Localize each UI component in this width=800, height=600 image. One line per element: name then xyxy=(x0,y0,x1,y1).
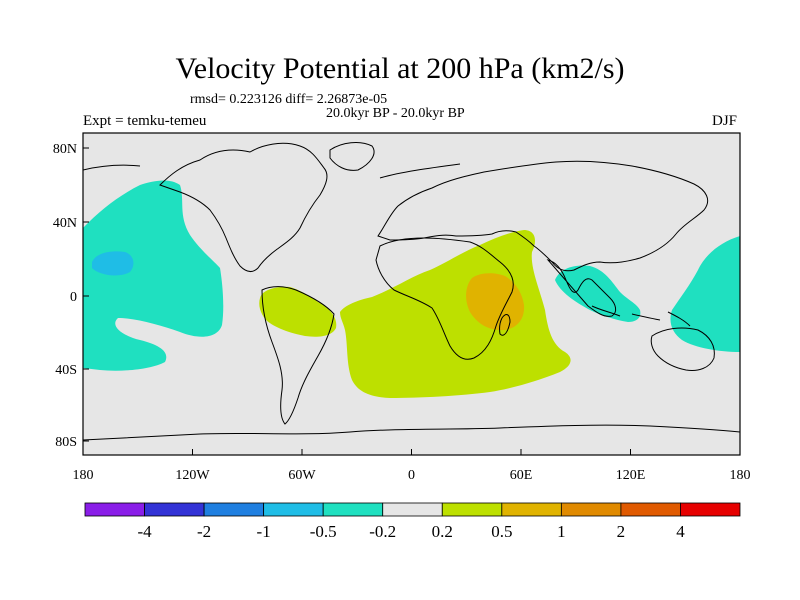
colorbar-label: -1 xyxy=(257,522,271,541)
x-tick-label: 60E xyxy=(510,468,533,483)
colorbar-label: 0.5 xyxy=(491,522,512,541)
colorbar-swatch xyxy=(263,502,324,517)
period-label: 20.0kyr BP - 20.0kyr BP xyxy=(326,106,465,121)
pacific-negative-core xyxy=(92,251,134,276)
season-label: DJF xyxy=(712,113,738,129)
experiment-label: Expt = temku-temeu xyxy=(83,113,207,129)
x-tick-label: 180 xyxy=(730,468,751,483)
colorbar-swatch xyxy=(322,502,384,517)
plot-title: Velocity Potential at 200 hPa (km2/s) xyxy=(175,52,625,85)
colorbar-swatch xyxy=(203,502,265,517)
colorbar-label: -0.2 xyxy=(369,522,396,541)
colorbar-label: -0.5 xyxy=(310,522,337,541)
colorbar-label: 1 xyxy=(557,522,566,541)
y-tick-label: 40S xyxy=(55,363,77,378)
colorbar-swatch xyxy=(382,502,443,517)
x-tick-label: 120W xyxy=(175,468,210,483)
colorbar-swatch xyxy=(441,502,503,517)
x-tick-label: 0 xyxy=(408,468,415,483)
colorbar-swatch xyxy=(620,502,681,517)
west-pacific-negative-region xyxy=(670,236,740,352)
colorbar-label: 0.2 xyxy=(432,522,453,541)
y-tick-label: 40N xyxy=(53,216,77,231)
colorbar-label: 4 xyxy=(676,522,685,541)
x-tick-label: 60W xyxy=(288,468,316,483)
colorbar-label: 2 xyxy=(617,522,626,541)
maritime-negative-region xyxy=(555,265,641,322)
x-tick-label: 120E xyxy=(616,468,646,483)
x-tick-label: 180 xyxy=(73,468,94,483)
colorbar: -4 -2 -1 -0.5 -0.2 0.2 0.5 1 2 4 xyxy=(84,502,741,541)
colorbar-swatch xyxy=(144,502,205,517)
y-tick-label: 0 xyxy=(70,290,77,305)
colorbar-label: -2 xyxy=(197,522,211,541)
atlantic-africa-positive-region xyxy=(340,230,571,398)
colorbar-swatch xyxy=(680,502,741,517)
south-america-positive-region xyxy=(259,286,337,337)
coastlines xyxy=(83,142,740,441)
colorbar-swatch xyxy=(560,502,622,517)
colorbar-swatch xyxy=(84,502,145,517)
africa-positive-core xyxy=(466,273,525,331)
stats-label: rmsd= 0.223126 diff= 2.26873e-05 xyxy=(190,92,388,107)
colorbar-swatch xyxy=(501,502,562,517)
pacific-negative-region xyxy=(83,180,224,371)
y-tick-label: 80S xyxy=(55,435,77,450)
colorbar-label: -4 xyxy=(137,522,152,541)
y-tick-label: 80N xyxy=(53,142,77,157)
